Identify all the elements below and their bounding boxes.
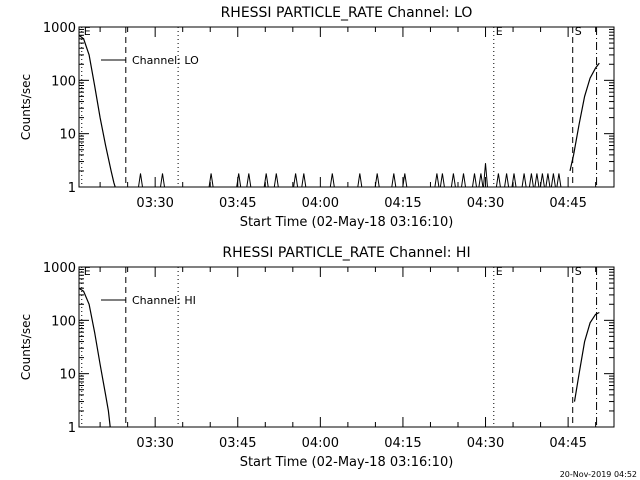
x-tick-label: 03:45 (219, 196, 256, 211)
y-tick-label: 1 (68, 421, 76, 436)
y-tick-label: 100 (51, 314, 76, 329)
x-axis-label: Start Time (02-May-18 03:16:10) (240, 455, 454, 470)
count-spike (450, 173, 456, 188)
y-axis-label: Counts/sec (19, 314, 33, 380)
count-spike (293, 173, 299, 188)
count-spike (495, 173, 501, 188)
event-marker-label: S (575, 265, 582, 278)
chart-title: RHESSI PARTICLE_RATE Channel: LO (221, 5, 473, 21)
event-marker-label: E (496, 265, 503, 278)
x-tick-label: 04:00 (302, 196, 339, 211)
series-rise-line (569, 62, 600, 172)
count-spike (263, 173, 269, 188)
footer-timestamp: 20-Nov-2019 04:52 (560, 470, 637, 479)
count-spike (478, 173, 484, 188)
chart-title: RHESSI PARTICLE_RATE Channel: HI (222, 245, 470, 261)
y-tick-label: 100 (51, 74, 76, 89)
x-axis-label: Start Time (02-May-18 03:16:10) (240, 215, 454, 230)
event-marker-label: S (575, 25, 582, 38)
x-tick-label: 04:15 (384, 436, 421, 451)
y-tick-label: 10 (59, 368, 76, 383)
count-spike (545, 173, 551, 188)
plot-frame (78, 26, 615, 188)
y-axis-label: Counts/sec (19, 74, 33, 140)
legend-label: Channel: HI (132, 294, 196, 307)
count-spike (521, 173, 527, 188)
count-spike (439, 173, 445, 188)
count-spike (472, 173, 477, 188)
count-spike (273, 173, 279, 188)
event-marker-label: E (84, 25, 91, 38)
series-line (78, 287, 111, 428)
x-tick-label: 04:00 (302, 436, 339, 451)
count-spike (357, 173, 363, 188)
x-tick-label: 03:30 (136, 196, 173, 211)
count-spike (402, 173, 408, 188)
legend-label: Channel: LO (132, 54, 199, 67)
count-spike (374, 173, 380, 188)
count-spike (236, 173, 242, 188)
x-tick-label: 04:30 (467, 196, 504, 211)
count-spike (556, 173, 562, 188)
series-line (78, 34, 116, 188)
count-spike (329, 173, 335, 188)
x-tick-label: 04:45 (549, 436, 586, 451)
x-tick-label: 03:30 (136, 436, 173, 451)
chart-panel-lo: RHESSI PARTICLE_RATE Channel: LO 1 10 100 10… (19, 5, 615, 230)
count-spike (208, 173, 214, 188)
count-spike (539, 173, 545, 188)
count-spike (434, 173, 440, 188)
series-rise-line (573, 311, 600, 402)
count-spike (528, 173, 534, 188)
x-tick-label: 03:45 (219, 436, 256, 451)
event-marker-label: E (84, 265, 91, 278)
event-marker-label: E (496, 25, 503, 38)
x-tick-label: 04:30 (467, 436, 504, 451)
count-spike (483, 163, 488, 188)
count-spike (511, 173, 517, 188)
count-spike (550, 173, 556, 188)
y-tick-label: 1 (68, 181, 76, 196)
count-spike (504, 173, 510, 188)
x-tick-label: 04:15 (384, 196, 421, 211)
y-tick-label: 1000 (43, 21, 76, 36)
count-spike (391, 173, 397, 188)
plot-frame (78, 266, 615, 428)
count-spike (301, 173, 307, 188)
count-spike (160, 173, 165, 188)
chart-panel-hi: RHESSI PARTICLE_RATE Channel: HI 1 10 100 10… (19, 245, 615, 470)
count-spike (138, 173, 143, 188)
y-tick-label: 1000 (43, 261, 76, 276)
y-tick-label: 10 (59, 128, 76, 143)
count-spike (534, 173, 540, 188)
count-spike (246, 173, 252, 188)
x-tick-label: 04:45 (549, 196, 586, 211)
count-spike (461, 173, 466, 188)
